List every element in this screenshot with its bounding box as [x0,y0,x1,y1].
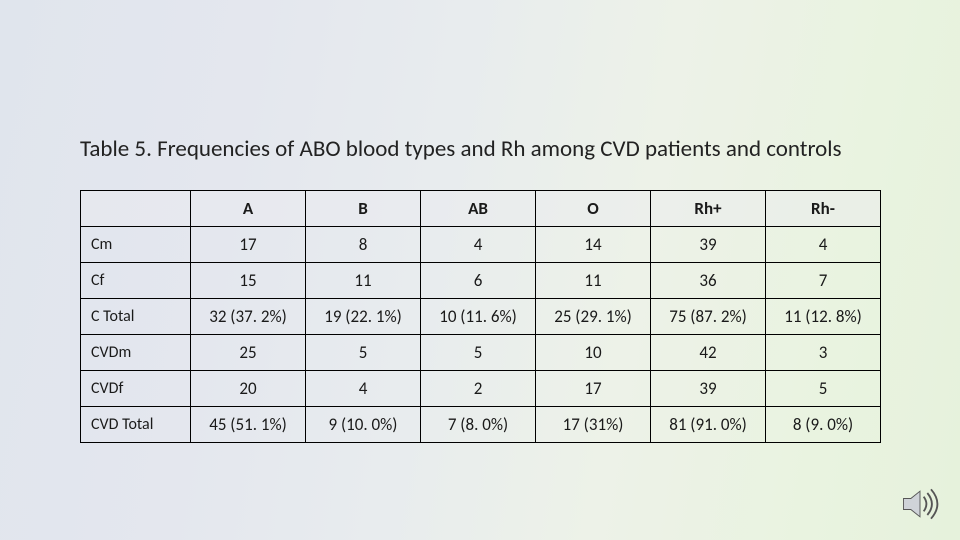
table-cell: 17 [191,227,306,263]
row-label: CVD Total [81,407,191,443]
table-cell: 10 (11. 6%) [421,299,536,335]
table-cell: 14 [536,227,651,263]
table-cell: 45 (51. 1%) [191,407,306,443]
table-cell: 8 (9. 0%) [766,407,881,443]
table-cell: 15 [191,263,306,299]
table-cell: 3 [766,335,881,371]
table-cell: 11 [306,263,421,299]
table-cell: 4 [766,227,881,263]
table-cell: 25 (29. 1%) [536,299,651,335]
table-container: A B AB O Rh+ Rh- Cm178414394Cf1511611367… [80,190,880,443]
table-cell: 7 (8. 0%) [421,407,536,443]
table-cell: 81 (91. 0%) [651,407,766,443]
slide: Table 5. Frequencies of ABO blood types … [0,0,960,540]
table-cell: 19 (22. 1%) [306,299,421,335]
table-cell: 6 [421,263,536,299]
table-row: Cm178414394 [81,227,881,263]
row-label: CVDf [81,371,191,407]
header-blank [81,191,191,227]
header-col: Rh- [766,191,881,227]
table-row: CVD Total45 (51. 1%)9 (10. 0%)7 (8. 0%)1… [81,407,881,443]
table-cell: 25 [191,335,306,371]
table-cell: 4 [421,227,536,263]
row-label: C Total [81,299,191,335]
header-col: AB [421,191,536,227]
table-cell: 11 [536,263,651,299]
table-cell: 39 [651,227,766,263]
table-row: C Total32 (37. 2%)19 (22. 1%)10 (11. 6%)… [81,299,881,335]
header-col: A [191,191,306,227]
table-header-row: A B AB O Rh+ Rh- [81,191,881,227]
table-cell: 4 [306,371,421,407]
table-cell: 17 (31%) [536,407,651,443]
table-cell: 17 [536,371,651,407]
table-cell: 5 [306,335,421,371]
table-cell: 75 (87. 2%) [651,299,766,335]
table-cell: 8 [306,227,421,263]
speaker-icon[interactable] [898,482,942,526]
table-cell: 11 (12. 8%) [766,299,881,335]
data-table: A B AB O Rh+ Rh- Cm178414394Cf1511611367… [80,190,881,443]
header-col: O [536,191,651,227]
header-col: B [306,191,421,227]
table-cell: 7 [766,263,881,299]
table-cell: 10 [536,335,651,371]
row-label: CVDm [81,335,191,371]
table-cell: 20 [191,371,306,407]
header-col: Rh+ [651,191,766,227]
table-row: Cf1511611367 [81,263,881,299]
table-row: CVDm255510423 [81,335,881,371]
row-label: Cm [81,227,191,263]
table-title: Table 5. Frequencies of ABO blood types … [80,135,842,163]
table-cell: 9 (10. 0%) [306,407,421,443]
table-cell: 32 (37. 2%) [191,299,306,335]
table-cell: 5 [421,335,536,371]
table-row: CVDf204217395 [81,371,881,407]
table-cell: 5 [766,371,881,407]
row-label: Cf [81,263,191,299]
table-cell: 36 [651,263,766,299]
table-cell: 42 [651,335,766,371]
table-cell: 39 [651,371,766,407]
table-cell: 2 [421,371,536,407]
